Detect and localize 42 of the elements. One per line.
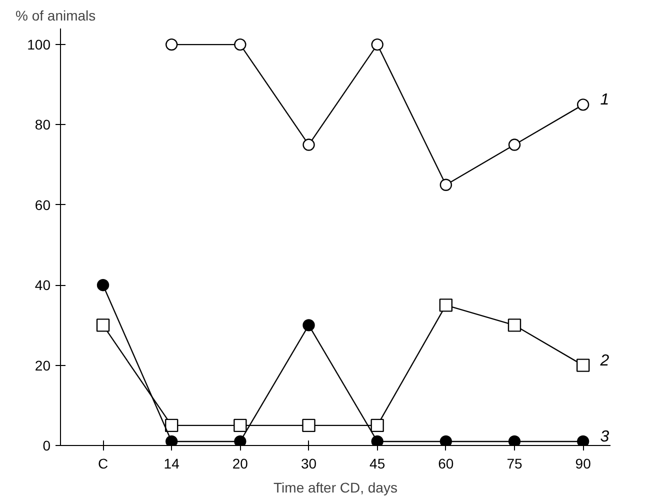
y-tick-label: 100 (27, 36, 51, 53)
point (371, 38, 384, 51)
point (508, 318, 522, 332)
series-label: 3 (600, 428, 610, 446)
x-tick-label: 45 (370, 456, 386, 472)
x-tick-label: 75 (506, 456, 522, 472)
point (576, 435, 590, 446)
x-axis-title: Time after CD, days (274, 480, 398, 496)
y-tick-label: 80 (34, 116, 51, 133)
y-tick-label: 60 (34, 196, 51, 213)
point (370, 418, 384, 432)
point (234, 435, 246, 446)
point (164, 418, 178, 432)
x-tick-label: C (98, 456, 108, 472)
point (234, 38, 246, 51)
point (165, 435, 178, 446)
point (508, 138, 521, 151)
point (371, 435, 384, 446)
point (302, 319, 315, 332)
point (96, 318, 110, 332)
point (508, 435, 521, 446)
x-tick-label: 20 (232, 456, 248, 472)
point (302, 418, 316, 432)
x-tick-label: 14 (164, 456, 180, 472)
y-tick-label: 0 (42, 438, 51, 454)
point (576, 358, 590, 372)
x-tick-label: 30 (300, 456, 317, 472)
x-tick-label: 60 (438, 456, 454, 472)
point (302, 138, 315, 151)
y-axis-title: % of animals (16, 8, 96, 24)
series-label: 1 (600, 92, 610, 109)
point (165, 38, 178, 51)
point (440, 435, 452, 446)
point (96, 279, 110, 292)
y-tick-label: 20 (34, 357, 51, 374)
point (440, 178, 452, 191)
point (576, 98, 590, 111)
series-label: 2 (599, 352, 610, 370)
point (439, 298, 453, 312)
x-tick-label: 90 (575, 456, 592, 472)
point (234, 418, 247, 432)
y-tick-label: 40 (34, 277, 51, 294)
